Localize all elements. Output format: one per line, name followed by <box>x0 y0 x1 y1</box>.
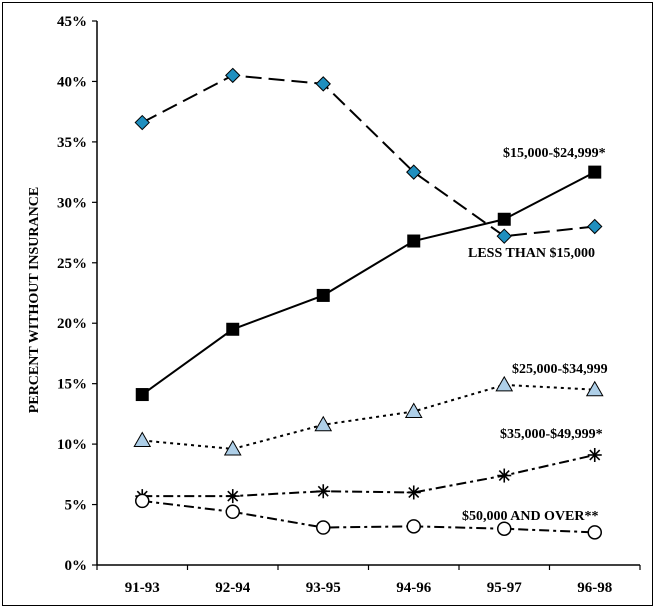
data-point <box>497 521 512 536</box>
x-tick-label: 96-98 <box>577 580 612 596</box>
data-point <box>135 493 150 509</box>
series-1 <box>135 165 602 402</box>
x-tick-label: 94-96 <box>396 580 431 596</box>
data-point <box>225 489 240 504</box>
y-tick-label: 30% <box>57 195 87 211</box>
data-point <box>316 484 331 499</box>
data-point <box>135 388 149 402</box>
data-point <box>314 415 333 432</box>
y-tick-label: 40% <box>57 74 87 90</box>
y-tick-label: 5% <box>65 498 88 514</box>
data-point <box>585 380 604 397</box>
series-line <box>141 74 595 238</box>
data-point <box>134 114 150 131</box>
data-point <box>495 375 514 392</box>
series-label-50000-and-over: $50,000 AND OVER** <box>462 509 599 524</box>
data-point <box>404 402 423 418</box>
series-line <box>141 171 596 396</box>
series-line <box>142 454 595 498</box>
data-point <box>225 67 241 84</box>
series-label-35000-49999: $35,000-$49,999* <box>500 427 603 442</box>
y-tick-labels: 0% 5% 10% 15% 20% 25% 30% 35% 40% 45% <box>57 14 87 574</box>
series-label-25000-34999: $25,000-$34,999 <box>512 362 608 377</box>
data-point <box>133 431 152 447</box>
data-point <box>316 520 331 535</box>
series-0 <box>134 67 603 244</box>
x-tick-label: 92-94 <box>215 580 250 596</box>
series-line <box>142 499 595 534</box>
y-tick-label: 45% <box>57 14 87 30</box>
x-tick-label: 93-95 <box>306 580 341 596</box>
series-label-less-than-15000: LESS THAN $15,000 <box>468 246 595 261</box>
x-tick-label: 91-93 <box>125 580 160 596</box>
data-point <box>406 485 421 500</box>
data-point <box>226 322 240 336</box>
y-tick-label: 15% <box>57 377 87 393</box>
data-point <box>587 447 602 462</box>
series-group <box>133 67 604 540</box>
y-tick-label: 20% <box>57 316 87 332</box>
data-point <box>316 288 330 302</box>
x-tick-label: 95-97 <box>487 580 522 596</box>
data-point <box>315 76 331 92</box>
series-4 <box>135 493 602 540</box>
y-tick-label: 10% <box>57 437 87 453</box>
series-2 <box>133 375 604 456</box>
data-point <box>407 234 421 248</box>
series-3 <box>135 447 602 504</box>
y-tick-label: 25% <box>57 256 87 272</box>
data-point <box>587 525 602 540</box>
x-tick-labels: 91-93 92-94 93-95 94-96 95-97 96-98 <box>125 580 613 596</box>
data-point <box>497 468 512 483</box>
data-point <box>406 519 421 534</box>
data-point <box>497 212 511 226</box>
data-point <box>587 218 603 235</box>
data-point <box>588 165 602 179</box>
data-point <box>406 164 422 180</box>
data-point <box>496 228 512 244</box>
y-tick-label: 35% <box>57 135 87 151</box>
y-tick-label: 0% <box>65 558 88 574</box>
series-label-15000-24999: $15,000-$24,999* <box>503 146 606 161</box>
data-point <box>225 504 240 520</box>
y-axis-label: PERCENT WITHOUT INSURANCE <box>27 187 42 413</box>
axes <box>92 20 641 570</box>
data-point <box>223 439 242 456</box>
series-line <box>142 383 595 450</box>
